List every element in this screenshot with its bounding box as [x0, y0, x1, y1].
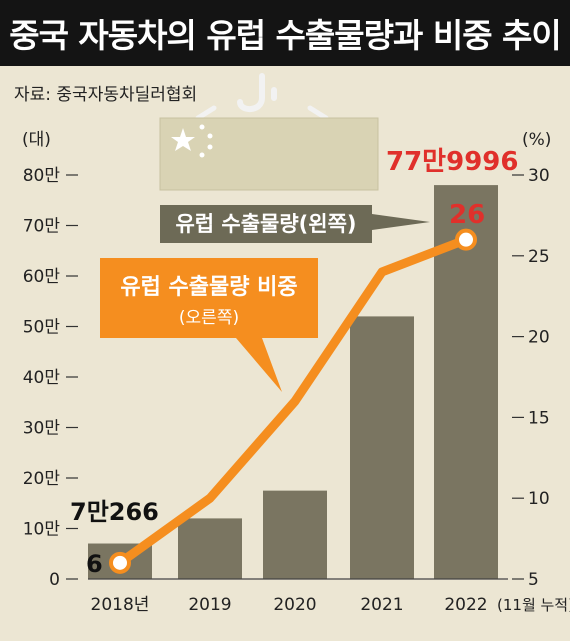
x-tick-label: 2022: [444, 595, 487, 615]
bar-series: [88, 185, 498, 579]
right-tick-label: 5: [528, 570, 539, 590]
left-tick-label: 20만: [23, 469, 61, 489]
last-bar-value-label: 77만9996: [386, 147, 518, 177]
right-tick-label: 25: [528, 247, 550, 267]
left-axis-unit: (대): [22, 130, 51, 150]
x-axis: 2018년 2019 2020 2021 2022 (11월 누적): [91, 595, 570, 615]
china-flag-crate-icon: [159, 73, 379, 191]
x-tick-label: 2020: [273, 595, 316, 615]
left-tick-label: 60만: [23, 267, 61, 287]
x-tick-label: 2018년: [91, 595, 150, 615]
left-tick-label: 70만: [23, 217, 61, 237]
line-legend-label: 유럽 수출물량 비중: [120, 275, 297, 300]
share-line: [115, 235, 471, 568]
bar-legend-callout: 유럽 수출물량(왼쪽): [160, 205, 430, 243]
left-tick-label: 80만: [23, 166, 61, 186]
right-tick-label: 15: [528, 408, 550, 428]
right-axis: 5 10 15 20 25 30: [512, 166, 550, 590]
left-tick-label: 50만: [23, 318, 61, 338]
first-bar-value-label: 7만266: [70, 498, 159, 526]
bar-2020: [263, 490, 327, 579]
x-tick-label: 2021: [360, 595, 403, 615]
right-tick-label: 20: [528, 328, 550, 348]
source-note: 자료: 중국자동차딜러협회: [14, 85, 198, 105]
left-tick-label: 0: [49, 570, 60, 590]
line-point-2022: [455, 228, 477, 251]
line-points: [109, 228, 477, 574]
line-legend-callout: 유럽 수출물량 비중 (오른쪽): [100, 258, 318, 392]
right-tick-label: 10: [528, 489, 550, 509]
chart-title: 중국 자동차의 유럽 수출물량과 비중 추이: [0, 0, 570, 66]
bar-legend-label: 유럽 수출물량(왼쪽): [175, 212, 356, 236]
line-point-2018년: [109, 551, 131, 574]
left-axis: 0 10만 20만 30만 40만 50만 60만 70만 80만: [23, 166, 78, 590]
right-tick-label: 30: [528, 166, 550, 186]
right-axis-unit: (%): [522, 130, 551, 150]
left-tick-label: 10만: [23, 520, 61, 540]
bar-2019: [178, 518, 242, 579]
x-axis-suffix: (11월 누적): [497, 596, 570, 614]
left-tick-label: 40만: [23, 368, 61, 388]
x-tick-label: 2019: [188, 595, 231, 615]
line-legend-sublabel: (오른쪽): [179, 308, 239, 328]
left-tick-label: 30만: [23, 419, 61, 439]
last-point-value-label: 26: [449, 200, 485, 230]
first-point-value-label: 6: [86, 550, 103, 578]
bar-2021: [350, 316, 414, 579]
